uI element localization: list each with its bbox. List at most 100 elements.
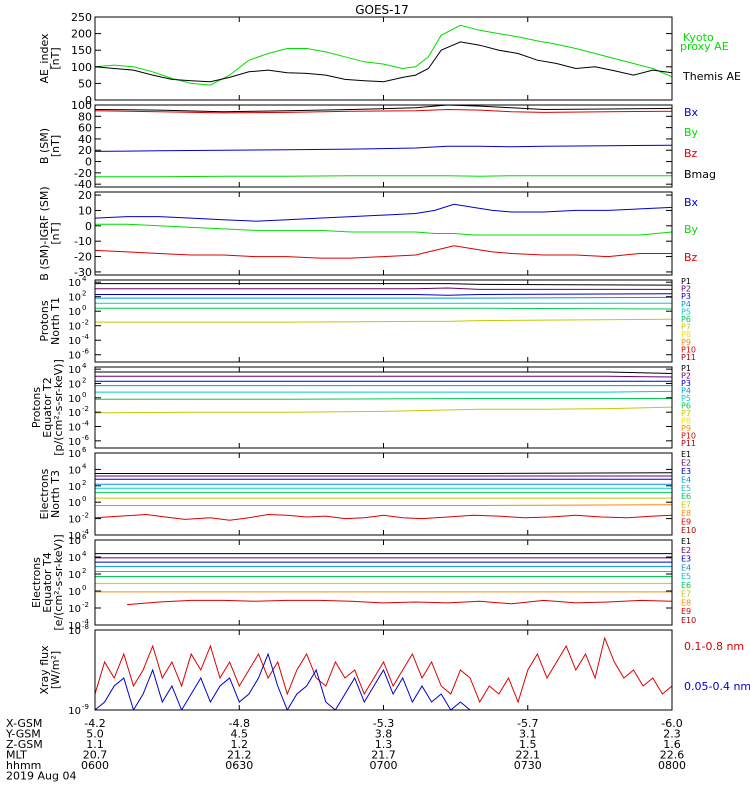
legend-entry: E4 xyxy=(681,563,691,572)
y-tick-exponent: 4 xyxy=(82,275,87,283)
y-tick-exponent: 2 xyxy=(82,376,86,384)
y-tick-label: 10 xyxy=(68,570,81,581)
y-tick-exponent: 4 xyxy=(82,550,87,558)
y-axis-label: AE_index xyxy=(38,33,51,84)
panel-frame xyxy=(94,191,673,276)
y-tick-label: -40 xyxy=(74,178,92,191)
y-axis-label: [nT] xyxy=(49,222,62,244)
legend-entry: P10 xyxy=(681,432,696,441)
legend-entry: P5 xyxy=(681,394,691,403)
y-tick-label: 10 xyxy=(68,351,81,362)
y-axis-label: Protons xyxy=(38,300,51,341)
y-tick-exponent: -2 xyxy=(82,512,89,520)
y-tick-exponent: -6 xyxy=(82,434,90,442)
y-tick-exponent: 6 xyxy=(82,446,87,454)
legend-entry: E1 xyxy=(681,537,691,546)
legend-entry: P11 xyxy=(681,353,696,362)
legend-entry: P7 xyxy=(681,409,691,418)
plot-title: GOES-17 xyxy=(355,3,409,17)
axis-row-value: 21.2 xyxy=(227,749,252,762)
y-tick-label: 10 xyxy=(68,553,81,564)
legend-entry: P8 xyxy=(681,417,691,426)
legend-entry: 0.05-0.4 nm xyxy=(684,680,750,693)
axis-row-value: 4.5 xyxy=(231,728,249,741)
y-axis-label: [W/m²] xyxy=(49,651,62,689)
axis-row-value: -4.8 xyxy=(229,717,250,730)
legend-entry: E6 xyxy=(681,492,691,501)
series-line-4-7 xyxy=(95,318,672,323)
legend-entry: Bz xyxy=(684,147,698,160)
y-tick-label: 10 xyxy=(68,278,81,289)
legend-entry: P5 xyxy=(681,307,691,316)
legend-entry: E8 xyxy=(681,509,691,518)
legend-entry: P4 xyxy=(681,387,691,396)
y-tick-label: 20 xyxy=(78,144,92,157)
series-line-2-3 xyxy=(95,144,672,152)
axis-row-value: 22.6 xyxy=(660,749,685,762)
legend-entry: Bz xyxy=(684,251,698,264)
panel-frame xyxy=(94,452,673,536)
y-tick-label: 200 xyxy=(71,28,92,41)
legend-entry: P2 xyxy=(681,372,691,381)
legend-entry: P3 xyxy=(681,292,691,301)
y-tick-exponent: 4 xyxy=(82,362,87,370)
legend-entry: P6 xyxy=(681,402,691,411)
legend-entry: P9 xyxy=(681,338,691,347)
y-axis-label: [nT] xyxy=(49,47,62,69)
y-tick-label: 10 xyxy=(68,394,81,405)
y-axis-label: [e/(cm²-s-sr-keV)] xyxy=(52,534,65,630)
panel-frame xyxy=(94,279,673,363)
y-tick-label: -10 xyxy=(74,235,92,248)
legend-entry: E10 xyxy=(681,616,696,625)
legend-entry: P1 xyxy=(681,364,691,373)
y-tick-label: 250 xyxy=(71,11,92,24)
legend-entry: E6 xyxy=(681,581,691,590)
series-line-4-2 xyxy=(95,287,672,290)
y-tick-label: 10 xyxy=(68,437,81,448)
axis-row-label: MLT xyxy=(6,749,27,762)
y-tick-exponent: 2 xyxy=(82,567,86,575)
legend-entry: P10 xyxy=(681,345,696,354)
y-tick-label: 10 xyxy=(68,293,81,304)
y-tick-exponent: -2 xyxy=(82,601,89,609)
series-line-6-1 xyxy=(95,472,672,474)
axis-row-value: -5.7 xyxy=(517,717,538,730)
legend-entry: E5 xyxy=(681,484,691,493)
y-tick-exponent: -2 xyxy=(82,405,89,413)
y-tick-label: 60 xyxy=(78,122,92,135)
series-line-5-5 xyxy=(95,390,672,393)
y-axis-label: Xray flux xyxy=(38,645,51,695)
axis-row-value: 20.7 xyxy=(83,749,108,762)
legend-entry: P2 xyxy=(681,285,691,294)
y-tick-label: 10 xyxy=(68,365,81,376)
legend-entry: P8 xyxy=(681,330,691,339)
bottom-axis-labels: X-GSM -4.2 -4.8 -5.3 -5.7 -6.0 Y-GSM 5.0 4.5 3.8 3… xyxy=(5,717,686,783)
axis-row-value: 1.5 xyxy=(519,738,537,751)
y-tick-label: -20 xyxy=(74,167,92,180)
axis-row-value: 1.6 xyxy=(663,738,681,751)
y-tick-label: 10 xyxy=(68,531,81,542)
y-tick-label: 100 xyxy=(71,61,92,74)
y-tick-label: 10 xyxy=(68,408,81,419)
y-axis-label: Equator T4 xyxy=(41,552,54,612)
y-tick-label: 0 xyxy=(85,220,92,233)
y-tick-exponent: 0 xyxy=(82,391,86,399)
series-line-5-6 xyxy=(95,398,672,400)
legend-entry: E1 xyxy=(681,450,691,459)
y-tick-exponent: -4 xyxy=(82,528,90,536)
series-line-3-3 xyxy=(95,245,672,259)
y-tick-label: 10 xyxy=(68,515,81,526)
y-tick-label: 0 xyxy=(85,156,92,169)
y-tick-exponent: 2 xyxy=(82,479,86,487)
y-axis-label: Electrons xyxy=(30,557,43,608)
y-tick-label: 150 xyxy=(71,44,92,57)
y-tick-label: 10 xyxy=(68,422,81,433)
y-tick-label: 20 xyxy=(78,189,92,202)
y-tick-exponent: 4 xyxy=(82,462,87,470)
